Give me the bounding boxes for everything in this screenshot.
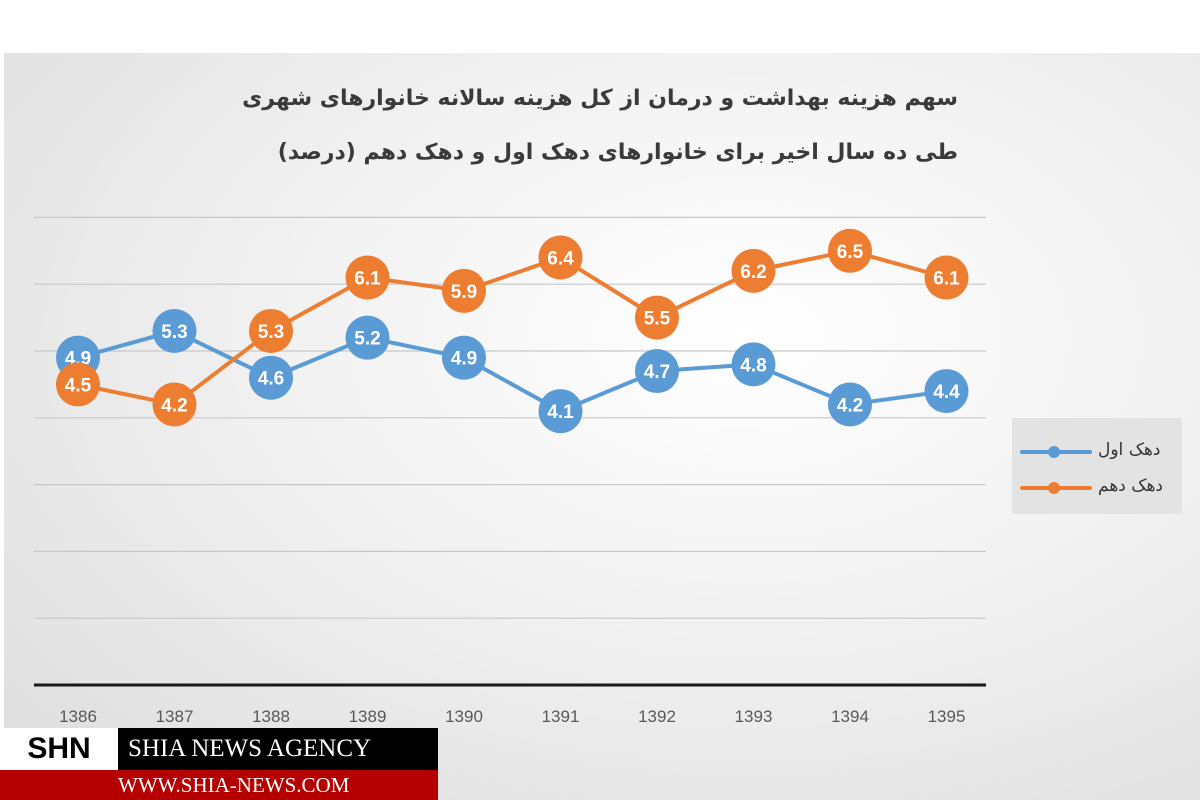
data-point (828, 228, 872, 273)
data-label: 5.3 (161, 322, 187, 343)
data-point (731, 342, 776, 387)
chart-title-line-2: طی ده سال اخیر برای خانوارهای دهک اول و … (277, 140, 958, 165)
legend-item-series-1: دهک اول (1012, 436, 1182, 466)
x-tick-label: 1391 (542, 707, 580, 726)
data-label: 4.9 (451, 349, 477, 370)
data-label: 4.8 (740, 355, 766, 376)
data-point (152, 382, 197, 427)
data-label: 4.2 (161, 395, 187, 416)
x-tick-label: 1392 (638, 707, 676, 726)
data-point (538, 235, 583, 280)
data-label: 6.5 (837, 242, 864, 263)
data-point (152, 308, 197, 353)
x-tick-label: 1395 (928, 707, 966, 726)
watermark-agency-name: SHIA NEWS AGENCY (118, 728, 438, 770)
data-label: 4.2 (837, 395, 863, 416)
data-label: 4.5 (65, 375, 92, 396)
data-point (635, 349, 679, 394)
data-label: 6.2 (740, 262, 766, 283)
watermark-url: WWW.SHIA-NEWS.COM (0, 770, 438, 800)
x-tick-label: 1393 (735, 707, 773, 726)
data-point (249, 355, 293, 400)
data-label: 4.1 (547, 402, 574, 423)
legend-label-series-2: دهک دهم (1098, 476, 1164, 496)
data-label: 4.6 (258, 369, 284, 390)
x-tick-label: 1387 (156, 707, 194, 726)
data-point (924, 369, 969, 414)
series-line (76, 248, 949, 407)
data-point (635, 295, 679, 340)
data-label: 6.1 (933, 269, 960, 290)
data-point (442, 268, 486, 313)
x-tick-label: 1386 (59, 707, 97, 726)
data-point (924, 255, 969, 300)
x-tick-label: 1390 (445, 707, 483, 726)
data-point (442, 335, 486, 380)
chart-legend: دهک اول دهک دهم (1012, 418, 1182, 514)
watermark-brand: SHN (0, 728, 118, 770)
series-line (76, 328, 949, 414)
legend-marker (1048, 482, 1060, 494)
x-tick-label: 1389 (349, 707, 387, 726)
data-point (731, 248, 776, 293)
data-point (828, 382, 872, 427)
data-label: 6.1 (354, 269, 381, 290)
data-point (538, 389, 583, 434)
watermark-banner: SHN SHIA NEWS AGENCY WWW.SHIA-NEWS.COM (0, 728, 438, 800)
data-label: 5.9 (451, 282, 477, 303)
data-point (345, 315, 390, 360)
x-tick-label: 1388 (252, 707, 290, 726)
data-point (249, 308, 293, 353)
data-label: 4.7 (644, 362, 670, 383)
chart-panel (4, 53, 1200, 800)
data-point (56, 362, 100, 407)
legend-marker (1048, 446, 1060, 458)
data-label: 4.4 (933, 382, 960, 403)
chart-title-line-1: سهم هزینه بهداشت و درمان از کل هزینه سال… (242, 86, 958, 111)
legend-label-series-1: دهک اول (1098, 440, 1161, 460)
data-label: 6.4 (547, 248, 574, 269)
x-tick-label: 1394 (831, 707, 869, 726)
data-label: 5.2 (354, 329, 380, 350)
legend-item-series-2: دهک دهم (1012, 472, 1182, 502)
data-point (345, 255, 390, 300)
data-label: 5.5 (644, 309, 671, 330)
data-label: 5.3 (258, 322, 284, 343)
